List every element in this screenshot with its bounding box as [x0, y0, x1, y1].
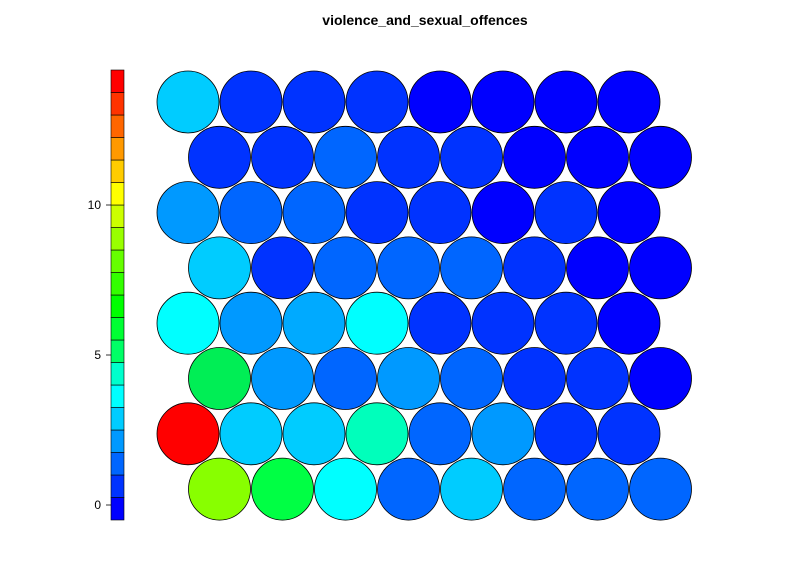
som-node — [629, 347, 692, 410]
colorbar-tick-label: 10 — [88, 198, 102, 212]
som-node — [377, 347, 440, 410]
colorbar-cell — [110, 137, 125, 161]
som-node — [314, 125, 377, 189]
som-node — [503, 125, 566, 189]
som-node — [597, 402, 661, 466]
colorbar-tick-label: 5 — [94, 348, 101, 362]
som-node — [534, 402, 598, 466]
som-node — [345, 402, 409, 466]
som-node — [156, 70, 220, 134]
som-node — [503, 347, 566, 410]
colorbar-cell — [110, 474, 125, 498]
som-node — [597, 70, 661, 134]
colorbar-tick-label: 0 — [94, 498, 101, 512]
som-node — [629, 457, 692, 521]
som-node — [188, 125, 251, 189]
colorbar-cell — [110, 227, 125, 251]
colorbar-cell — [110, 92, 125, 116]
colorbar-cell — [110, 159, 125, 183]
som-node — [503, 236, 566, 300]
som-node — [629, 236, 692, 300]
colorbar-cell — [110, 272, 125, 296]
colorbar-cell — [110, 69, 125, 93]
colorbar-cell — [110, 317, 125, 341]
chart-title: violence_and_sexual_offences — [322, 12, 528, 28]
som-node — [156, 402, 220, 466]
som-node — [566, 457, 629, 521]
som-node — [282, 402, 346, 466]
som-node — [251, 125, 314, 189]
colorbar-cell — [110, 339, 125, 363]
som-node — [345, 181, 409, 245]
som-node — [345, 291, 409, 355]
colorbar-cell — [110, 362, 125, 386]
som-node — [440, 347, 503, 410]
som-node — [566, 347, 629, 410]
som-node — [408, 181, 472, 245]
som-node — [282, 70, 346, 134]
som-node — [219, 291, 283, 355]
som-node — [408, 291, 472, 355]
colorbar-ticks: 0 5 10 — [88, 198, 111, 512]
som-node — [251, 236, 314, 300]
som-node — [219, 181, 283, 245]
colorbar-cell — [110, 407, 125, 431]
colorbar-cell — [110, 114, 125, 138]
som-node-grid — [156, 70, 692, 521]
colorbar-cell — [110, 294, 125, 318]
som-node — [503, 457, 566, 521]
som-node — [471, 181, 535, 245]
som-node — [156, 291, 220, 355]
som-node — [251, 457, 314, 521]
som-node — [377, 457, 440, 521]
som-node — [629, 125, 692, 189]
som-node — [597, 291, 661, 355]
som-node — [282, 291, 346, 355]
som-node — [471, 402, 535, 466]
som-node — [597, 181, 661, 245]
som-node — [188, 236, 251, 300]
som-node — [408, 402, 472, 466]
som-node — [314, 457, 377, 521]
som-node — [377, 125, 440, 189]
som-node — [314, 236, 377, 300]
som-node — [345, 70, 409, 134]
som-node — [471, 70, 535, 134]
som-node — [566, 236, 629, 300]
som-node — [566, 125, 629, 189]
som-node — [534, 181, 598, 245]
som-node — [440, 457, 503, 521]
colorbar-cell — [110, 497, 125, 521]
som-node — [282, 181, 346, 245]
som-node — [314, 347, 377, 410]
som-node — [534, 70, 598, 134]
som-node — [471, 291, 535, 355]
som-node — [440, 236, 503, 300]
colorbar-cell — [110, 452, 125, 476]
colorbar-cell — [110, 204, 125, 228]
som-node — [251, 347, 314, 410]
colorbar — [110, 69, 125, 521]
som-node — [377, 236, 440, 300]
som-node — [408, 70, 472, 134]
colorbar-cell — [110, 249, 125, 273]
som-node — [156, 181, 220, 245]
colorbar-cell — [110, 384, 125, 408]
som-node — [188, 347, 251, 410]
som-node — [534, 291, 598, 355]
colorbar-cell — [110, 429, 125, 453]
colorbar-cell — [110, 182, 125, 206]
som-node — [219, 70, 283, 134]
som-node — [219, 402, 283, 466]
som-node — [188, 457, 251, 521]
som-node — [440, 125, 503, 189]
